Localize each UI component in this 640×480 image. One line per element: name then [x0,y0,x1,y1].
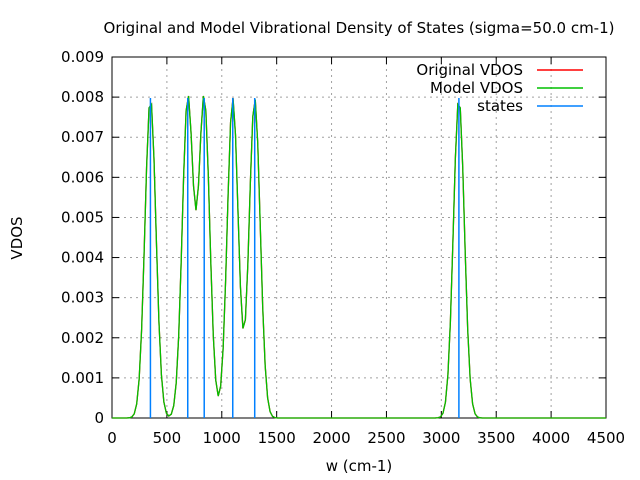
y-tick-label: 0.009 [61,48,104,66]
y-tick-label: 0.008 [61,88,104,106]
chart-title: Original and Model Vibrational Density o… [104,19,615,37]
original-vdos-curve [112,95,606,419]
x-axis-label: w (cm-1) [326,457,393,475]
x-tick-label: 3000 [422,429,460,447]
y-axis-label: VDOS [8,216,26,259]
x-tick-label: 4500 [587,429,625,447]
x-tick-label: 2000 [312,429,350,447]
legend-entry: Model VDOS [430,79,583,97]
legend-label-original-vdos: Original VDOS [416,61,523,79]
data-series [112,95,606,419]
model-vdos-curve [112,95,606,419]
y-tick-label: 0.007 [61,128,104,146]
legend-label-model-vdos: Model VDOS [430,79,523,97]
legend-entry: Original VDOS [416,61,583,79]
y-tick-label: 0.003 [61,289,104,307]
x-tick-label: 1500 [258,429,296,447]
y-tick-label: 0.004 [61,249,104,267]
x-tick-label: 0 [107,429,117,447]
y-tick-label: 0 [94,409,104,427]
gridlines [112,57,606,418]
y-tick-label: 0.006 [61,168,104,186]
x-tick-label: 1000 [203,429,241,447]
x-tick-label: 2500 [367,429,405,447]
legend-label-states: states [477,97,523,115]
x-tick-label: 500 [153,429,182,447]
y-tick-label: 0.001 [61,369,104,387]
y-tick-label: 0.002 [61,329,104,347]
x-tick-label: 3500 [477,429,515,447]
x-tick-labels: 0 500 1000 1500 2000 2500 3000 3500 4000 4500 [107,429,625,447]
legend-entry: states [477,97,583,115]
x-tick-label: 4000 [532,429,570,447]
y-tick-label: 0.005 [61,208,104,226]
y-tick-labels: 0 0.001 0.002 0.003 0.004 0.005 0.006 0.007 0.00… [61,48,104,427]
